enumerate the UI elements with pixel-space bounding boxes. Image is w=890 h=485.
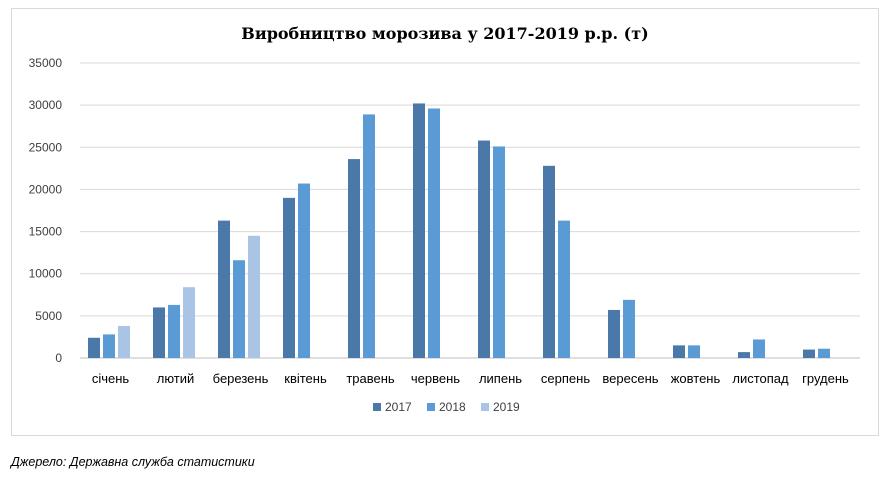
x-tick-label: квітень xyxy=(284,371,327,386)
x-tick-label: липень xyxy=(479,371,522,386)
y-axis-ticks: 0 5000 10000 15000 20000 25000 30000 35000 xyxy=(29,56,63,365)
x-tick-label: травень xyxy=(346,371,395,386)
bar-2018-4 xyxy=(363,114,375,359)
bar-2017-10 xyxy=(738,352,750,358)
x-axis-ticks: січень лютий березень квітень травень червень… xyxy=(92,371,849,386)
x-tick-label: березень xyxy=(213,371,269,386)
x-tick-label: січень xyxy=(92,371,130,386)
legend-label-2018: 2018 xyxy=(439,400,466,414)
bar-2017-7 xyxy=(543,165,555,358)
y-tick-label: 10000 xyxy=(29,267,63,281)
x-tick-label: жовтень xyxy=(671,371,721,386)
x-tick-label: червень xyxy=(411,371,460,386)
bars xyxy=(88,103,830,359)
y-tick-label: 20000 xyxy=(29,182,63,196)
legend-label-2019: 2019 xyxy=(493,400,520,414)
legend-swatch-2019 xyxy=(481,403,489,411)
legend: 2017 2018 2019 xyxy=(373,400,520,414)
bar-2017-5 xyxy=(413,103,425,358)
bar-2018-9 xyxy=(688,345,700,358)
x-tick-label: вересень xyxy=(602,371,658,386)
bar-2017-9 xyxy=(673,345,685,358)
y-tick-label: 0 xyxy=(55,351,62,365)
bar-2017-2 xyxy=(218,220,230,358)
bar-2019-0 xyxy=(118,325,130,358)
chart-title: Виробництво морозива у 2017-2019 р.р. (т… xyxy=(241,24,648,43)
x-tick-label: серпень xyxy=(541,371,590,386)
bar-2018-7 xyxy=(558,220,570,358)
bar-2018-6 xyxy=(493,146,505,358)
bar-2018-0 xyxy=(103,334,115,358)
ice-cream-production-chart: Виробництво морозива у 2017-2019 р.р. (т… xyxy=(29,24,860,414)
bar-2018-1 xyxy=(168,304,180,358)
bar-2017-8 xyxy=(608,309,620,358)
bar-2017-3 xyxy=(283,197,295,358)
bar-2018-2 xyxy=(233,260,245,358)
x-tick-label: лютий xyxy=(157,371,195,386)
bar-2019-1 xyxy=(183,287,195,358)
source-note: Джерело: Державна служба статистики xyxy=(11,455,255,469)
y-tick-label: 35000 xyxy=(29,56,63,70)
legend-swatch-2018 xyxy=(427,403,435,411)
y-tick-label: 5000 xyxy=(35,309,62,323)
bar-2017-6 xyxy=(478,140,490,358)
bar-2018-8 xyxy=(623,299,635,358)
y-tick-label: 25000 xyxy=(29,140,63,154)
x-tick-label: грудень xyxy=(802,371,849,386)
x-tick-label: листопад xyxy=(732,371,789,386)
y-tick-label: 15000 xyxy=(29,225,63,239)
bar-2017-1 xyxy=(153,307,165,358)
bar-2019-2 xyxy=(248,235,260,358)
gridlines xyxy=(80,62,860,359)
chart-frame xyxy=(11,8,879,436)
bar-2018-10 xyxy=(753,339,765,358)
bar-2017-11 xyxy=(803,349,815,358)
bar-2018-3 xyxy=(298,183,310,358)
bar-2018-11 xyxy=(818,348,830,358)
bar-2017-4 xyxy=(348,159,360,358)
legend-label-2017: 2017 xyxy=(385,400,412,414)
y-tick-label: 30000 xyxy=(29,98,63,112)
legend-swatch-2017 xyxy=(373,403,381,411)
bar-2017-0 xyxy=(88,337,100,358)
bar-2018-5 xyxy=(428,108,440,358)
